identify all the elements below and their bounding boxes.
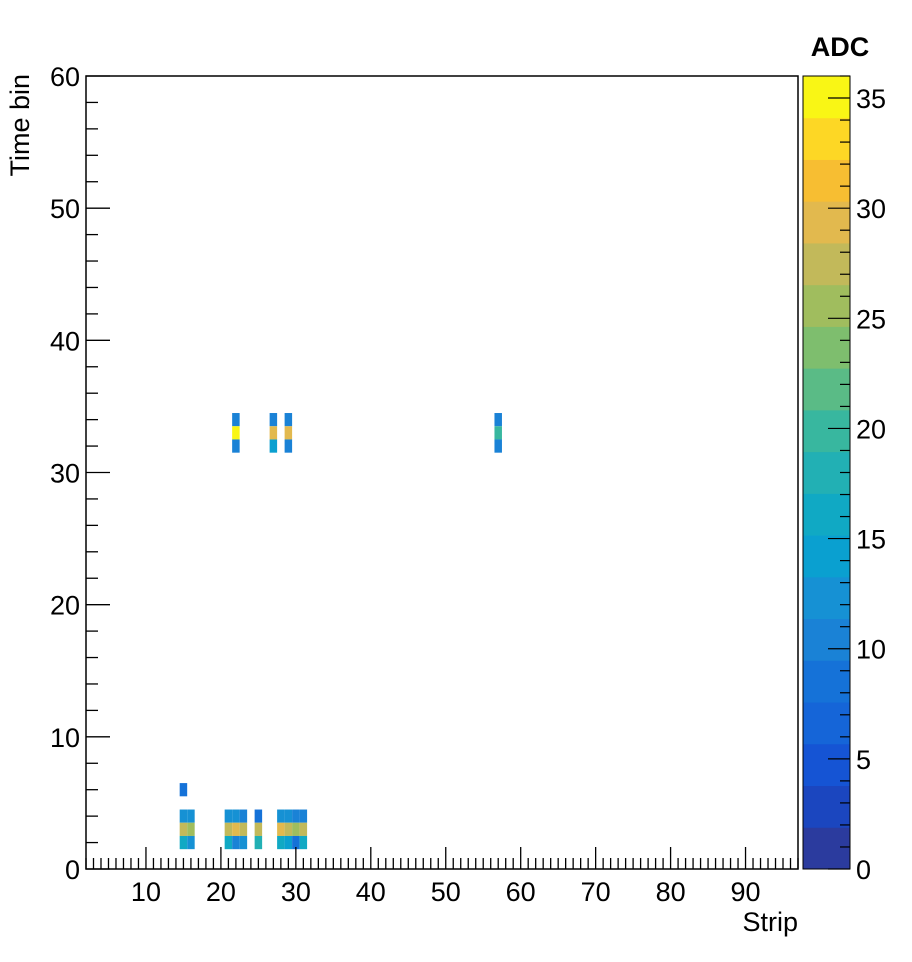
heatmap-cell: [292, 835, 300, 850]
heatmap-cell: [284, 413, 293, 427]
heatmap-cell: [284, 835, 293, 850]
heatmap-cell: [269, 426, 278, 440]
z-tick-label: 20: [856, 414, 886, 444]
x-axis-title: Strip: [742, 907, 798, 937]
color-scale-swatch: [803, 493, 850, 536]
color-scale-swatch: [803, 117, 850, 160]
heatmap-cell: [232, 413, 240, 427]
heatmap-cell: [299, 822, 308, 836]
z-tick-label: 30: [856, 194, 886, 224]
x-axis: 10 20 30 40 50 60 70 80 90: [85, 847, 799, 907]
heatmap-cell: [224, 809, 233, 823]
color-scale-swatch: [803, 785, 850, 828]
z-tick-label: 25: [856, 304, 886, 334]
heatmap-cell: [284, 809, 293, 823]
color-scale-swatch: [803, 743, 850, 787]
z-tick-label: 35: [856, 84, 886, 114]
color-scale-swatch: [803, 535, 850, 578]
heatmap-cell: [254, 809, 263, 823]
heatmap-cell: [292, 809, 300, 823]
x-tick-label: 40: [356, 877, 386, 907]
heatmap-cell: [254, 822, 263, 836]
y-tick-label: 50: [50, 194, 80, 224]
y-tick-label: 0: [65, 855, 80, 885]
heatmap-cell: [494, 426, 502, 440]
color-scale-swatch: [803, 368, 850, 411]
color-scale-swatch: [803, 76, 850, 119]
color-scale-bar: 0 5 10 15 20 25 30 35: [802, 75, 886, 885]
heatmap-cell: [284, 439, 293, 453]
y-axis-title: Time bin: [5, 74, 35, 177]
color-scale-title: ADC: [811, 32, 870, 62]
heatmap-cell: [269, 413, 278, 427]
y-axis: 0 10 20 30 40 50 60: [50, 62, 110, 885]
heatmap-cell: [232, 426, 240, 440]
color-scale-swatch: [803, 576, 850, 620]
color-scale-swatch: [803, 409, 850, 453]
heatmap-cell: [179, 783, 188, 797]
x-tick-label: 60: [506, 877, 536, 907]
color-scale-swatch: [803, 827, 850, 870]
heatmap-cell: [494, 413, 502, 427]
color-scale-swatch: [803, 326, 850, 369]
heatmap-cell: [254, 835, 263, 850]
heatmap-cell: [187, 809, 195, 823]
z-tick-label: 15: [856, 525, 886, 555]
heatmap-cell: [232, 809, 240, 823]
heatmap-cell: [179, 809, 188, 823]
z-tick-label: 5: [856, 745, 871, 775]
heatmap-cell: [292, 822, 300, 836]
color-scale-swatch: [803, 702, 850, 745]
color-scale-swatch: [803, 660, 850, 703]
heatmap-cell: [239, 822, 248, 836]
heatmap-cell: [277, 822, 285, 836]
heatmap-cell: [232, 835, 240, 850]
y-tick-label: 10: [50, 723, 80, 753]
heatmap-cell: [494, 439, 502, 453]
heatmap-cell: [179, 835, 188, 850]
color-scale-swatch: [803, 201, 850, 244]
x-tick-label: 10: [131, 877, 161, 907]
heatmap-cells: [179, 413, 502, 850]
heatmap-cell: [277, 835, 285, 850]
y-tick-label: 40: [50, 326, 80, 356]
z-tick-label: 10: [856, 635, 886, 665]
heatmap-cell: [277, 809, 285, 823]
y-tick-label: 20: [50, 591, 80, 621]
heatmap-cell: [269, 439, 278, 453]
x-tick-label: 80: [656, 877, 686, 907]
color-scale-swatch: [803, 159, 850, 202]
color-scale-swatch: [803, 618, 850, 661]
heatmap-cell: [232, 822, 240, 836]
y-tick-label: 30: [50, 459, 80, 489]
heatmap-cell: [299, 809, 308, 823]
heatmap-cell: [187, 835, 195, 850]
x-tick-label: 50: [431, 877, 461, 907]
heatmap-cell: [179, 822, 188, 836]
heatmap-cell: [224, 835, 233, 850]
z-tick-label: 0: [856, 855, 871, 885]
heatmap-cell: [284, 426, 293, 440]
x-tick-label: 70: [581, 877, 611, 907]
heatmap-cell: [187, 822, 195, 836]
plot-frame: [85, 75, 799, 870]
color-scale-swatch: [803, 284, 850, 327]
y-tick-label: 60: [50, 62, 80, 92]
heatmap-cell: [232, 439, 240, 453]
color-scale-swatch: [803, 242, 850, 286]
x-tick-label: 30: [281, 877, 311, 907]
heatmap-cell: [239, 835, 248, 850]
heatmap-cell: [284, 822, 293, 836]
x-tick-label: 90: [731, 877, 761, 907]
heatmap-cell: [224, 822, 233, 836]
x-tick-label: 20: [206, 877, 236, 907]
heatmap-cell: [239, 809, 248, 823]
heatmap-cell: [299, 835, 308, 850]
